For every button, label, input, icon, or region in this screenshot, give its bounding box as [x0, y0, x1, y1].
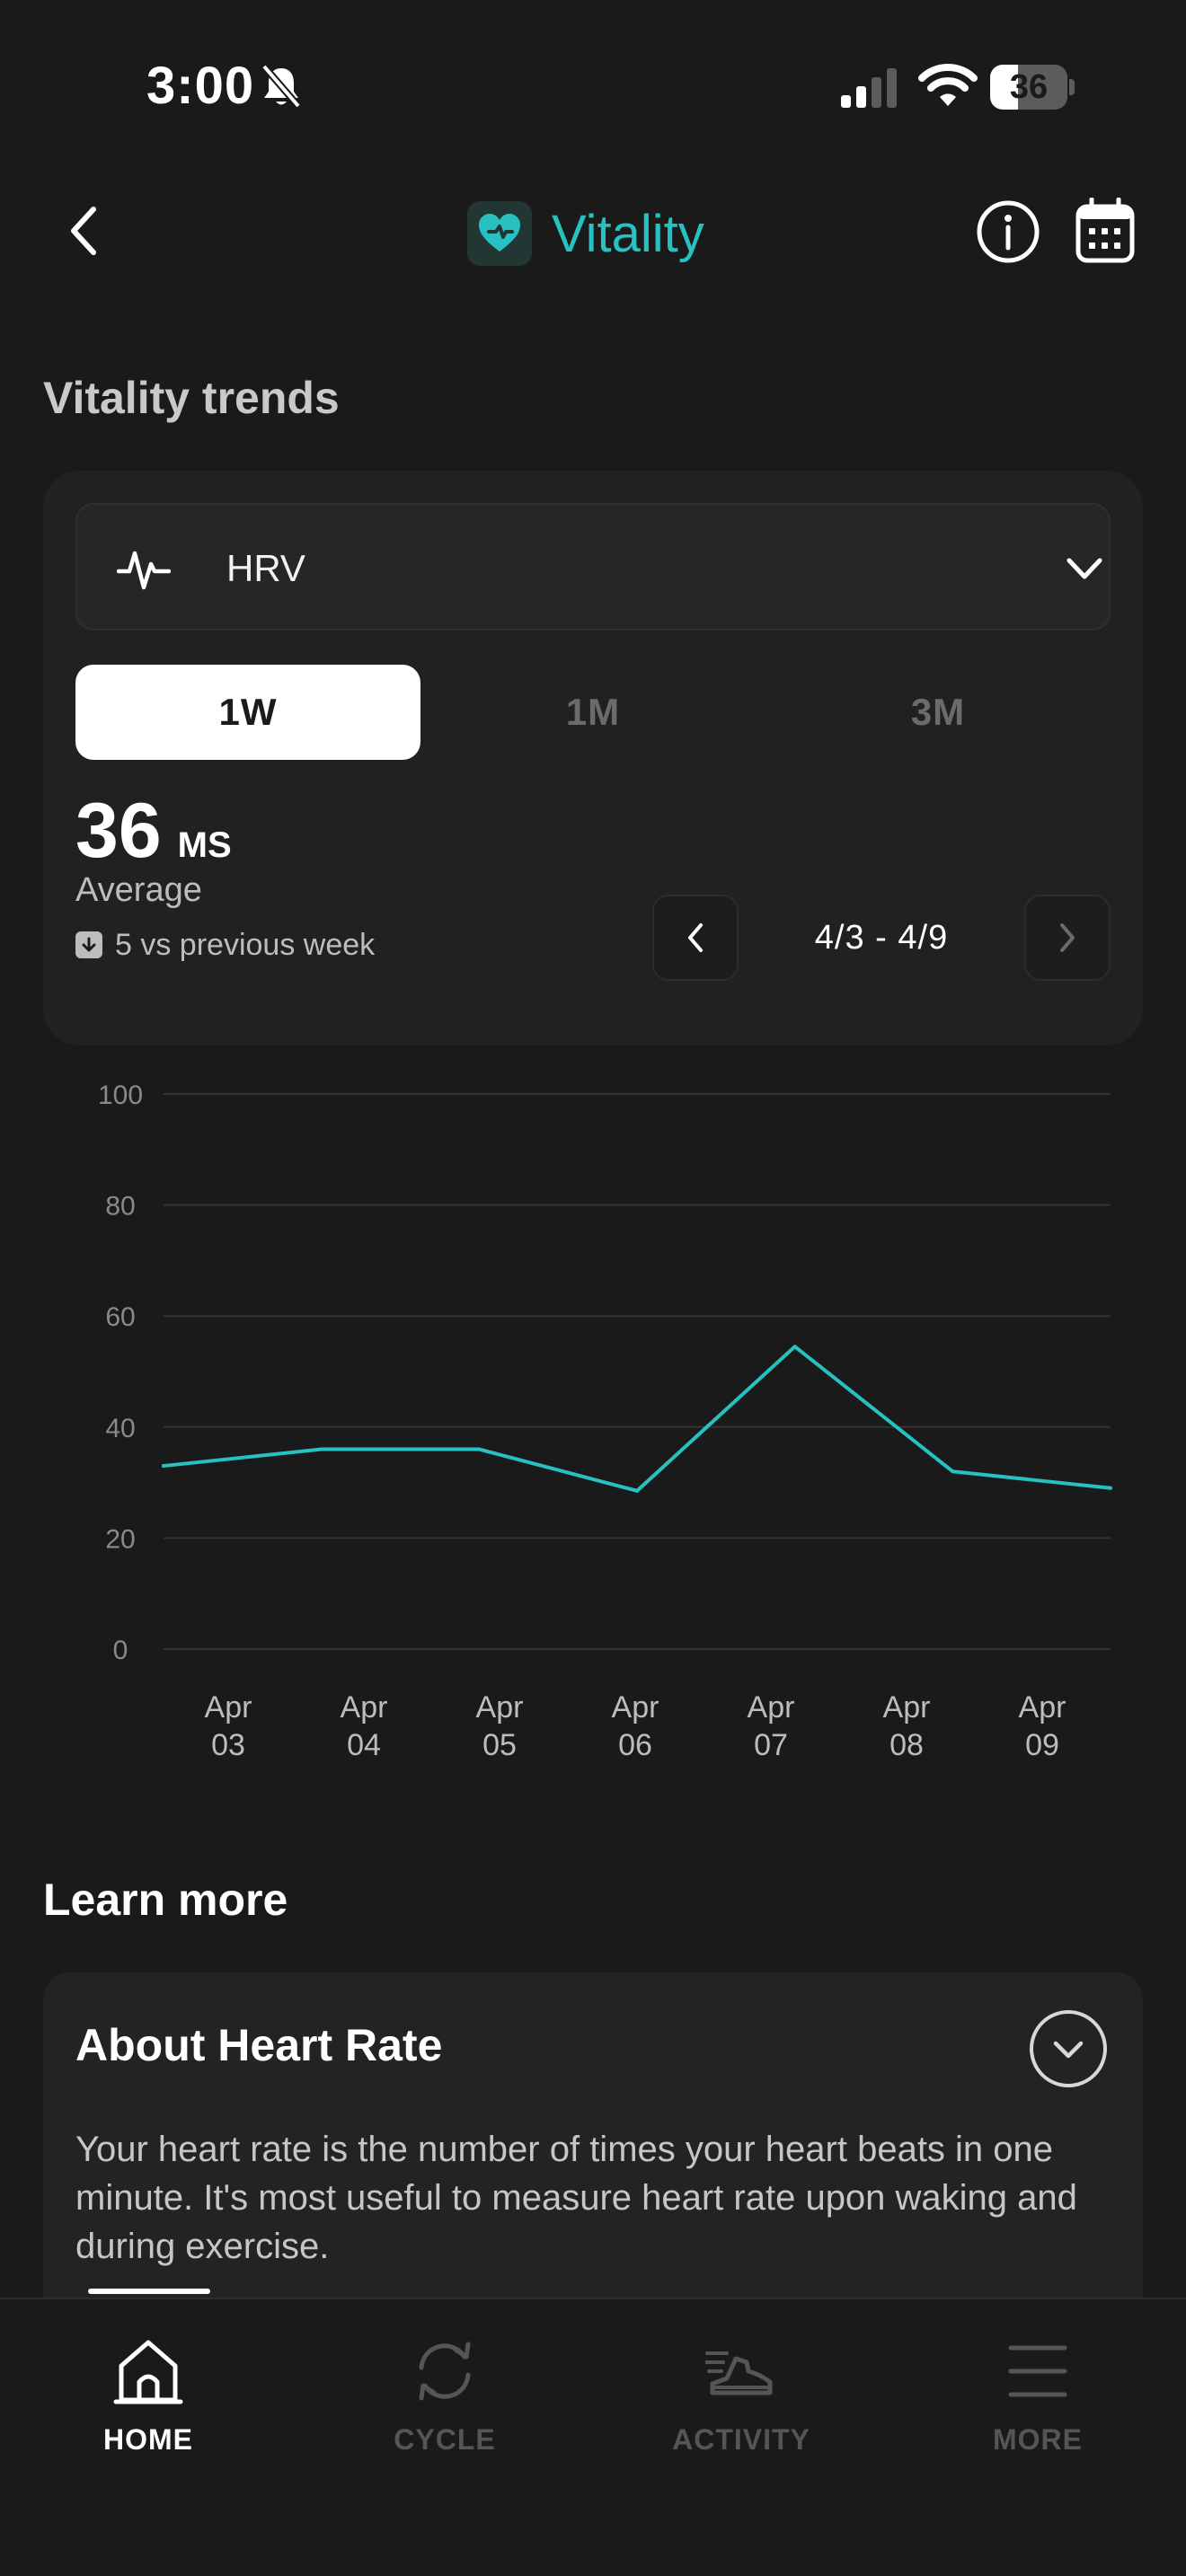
home-icon — [113, 2340, 183, 2404]
tab-home[interactable]: HOME — [0, 2335, 296, 2470]
change-text: 5 vs previous week — [115, 927, 376, 962]
tab-more[interactable]: MORE — [890, 2335, 1186, 2470]
tab-range-1m[interactable]: 1M — [565, 691, 621, 733]
status-bar: 3:00 36 — [0, 0, 1186, 171]
y-tick-label-40: 40 — [105, 1414, 135, 1443]
nav-header: Vitality — [0, 180, 1186, 287]
metric-dropdown[interactable]: HRV — [75, 503, 1111, 631]
menu-icon — [1008, 2345, 1067, 2397]
cycle-icon — [419, 2342, 471, 2401]
data-point-0-5 — [951, 1469, 955, 1474]
status-time: 3:00 — [146, 57, 255, 115]
x-tick-label-4-0: Apr — [748, 1690, 795, 1725]
x-tick-label-5-0: Apr — [883, 1690, 931, 1725]
series-line-0 — [162, 1345, 1112, 1493]
data-point-0-2 — [477, 1447, 482, 1451]
data-point-0-6 — [1109, 1486, 1112, 1490]
x-tick-label-0-0: Apr — [205, 1690, 252, 1725]
calendar-icon[interactable] — [1075, 198, 1136, 264]
x-tick-label-2-1: 05 — [482, 1728, 517, 1762]
vitality-heart-icon — [467, 201, 532, 266]
bell-off-icon — [261, 64, 302, 109]
x-tick-label-3-1: 06 — [618, 1728, 652, 1762]
data-point-0-3 — [635, 1488, 639, 1493]
chevron-left-icon — [71, 207, 96, 255]
chevron-left-icon — [688, 923, 703, 952]
cellular-signal-icon — [841, 68, 897, 108]
data-point-0-0 — [162, 1464, 165, 1469]
previous-week-button[interactable] — [652, 895, 739, 981]
x-tick-label-3-0: Apr — [612, 1690, 659, 1725]
data-point-0-4 — [792, 1345, 797, 1349]
tab-cycle[interactable]: CYCLE — [296, 2335, 593, 2470]
hrv-line-chart: 0 20 40 60 80 100 Apr 03 Apr 04 Apr 05 Apr 06 Apr 07 Apr… — [43, 1045, 1143, 1782]
tab-activity[interactable]: ACTIVITY — [593, 2335, 890, 2470]
tab-label-more: MORE — [993, 2423, 1083, 2456]
chart-svg: 020406080100Apr03Apr04Apr05Apr06Apr07Apr… — [98, 1081, 1112, 1762]
tab-range-3m[interactable]: 3M — [910, 691, 966, 733]
x-tick-label-2-0: Apr — [476, 1690, 524, 1725]
back-button[interactable] — [56, 199, 110, 262]
chevron-down-icon — [1067, 558, 1102, 579]
change-vs-previous: 5 vs previous week — [75, 927, 376, 962]
x-tick-label-6-0: Apr — [1019, 1690, 1067, 1725]
chevron-right-icon — [1060, 923, 1075, 952]
x-tick-label-6-1: 09 — [1025, 1728, 1059, 1762]
y-tick-label-60: 60 — [105, 1302, 135, 1332]
y-tick-label-80: 80 — [105, 1192, 135, 1222]
metric-label: HRV — [226, 547, 305, 589]
average-unit: MS — [177, 825, 232, 865]
tab-label-home: HOME — [103, 2423, 193, 2456]
y-tick-label-100: 100 — [98, 1081, 143, 1110]
section-title-learn-more: Learn more — [43, 1875, 288, 1925]
section-title-trends: Vitality trends — [43, 373, 340, 423]
date-range-label: 4/3 - 4/9 — [814, 919, 949, 957]
average-number: 36 — [75, 788, 162, 874]
range-tabs: 1W 1M 3M — [75, 665, 1111, 760]
x-tick-label-5-1: 08 — [890, 1728, 924, 1762]
tab-label-cycle: CYCLE — [394, 2423, 496, 2456]
tab-label-activity: ACTIVITY — [672, 2423, 810, 2456]
shoe-icon — [705, 2351, 773, 2395]
x-tick-label-1-1: 04 — [347, 1728, 381, 1762]
y-tick-label-20: 20 — [105, 1524, 135, 1554]
info-icon[interactable] — [976, 199, 1040, 264]
y-tick-label-0: 0 — [113, 1636, 128, 1665]
data-point-0-1 — [319, 1447, 323, 1451]
battery-percent: 36 — [1009, 68, 1049, 106]
next-week-button[interactable] — [1024, 895, 1111, 981]
about-card-title: About Heart Rate — [75, 2020, 443, 2070]
pulse-icon — [117, 551, 171, 590]
wifi-icon — [918, 64, 978, 106]
page-title: Vitality — [552, 204, 704, 263]
average-label: Average — [75, 871, 202, 909]
active-tab-indicator — [88, 2289, 210, 2294]
average-value: 36 MS — [75, 787, 232, 876]
x-tick-label-1-0: Apr — [341, 1690, 388, 1725]
bottom-tab-bar: HOME CYCLE ACTIVITY — [0, 2289, 1186, 2576]
arrow-down-icon — [75, 931, 102, 958]
about-card-text: Your heart rate is the number of times y… — [75, 2130, 1077, 2266]
trends-card: HRV 1W 1M 3M 36 MS Average 5 vs previous… — [43, 471, 1143, 1045]
date-navigator: 4/3 - 4/9 — [652, 895, 1111, 981]
expand-chevron-icon[interactable] — [1028, 2008, 1109, 2089]
x-tick-label-0-1: 03 — [211, 1728, 245, 1762]
battery-indicator: 36 — [990, 65, 1075, 110]
page-title-group: Vitality — [467, 198, 704, 269]
x-tick-label-4-1: 07 — [754, 1728, 788, 1762]
tab-range-1w[interactable]: 1W — [75, 665, 420, 760]
